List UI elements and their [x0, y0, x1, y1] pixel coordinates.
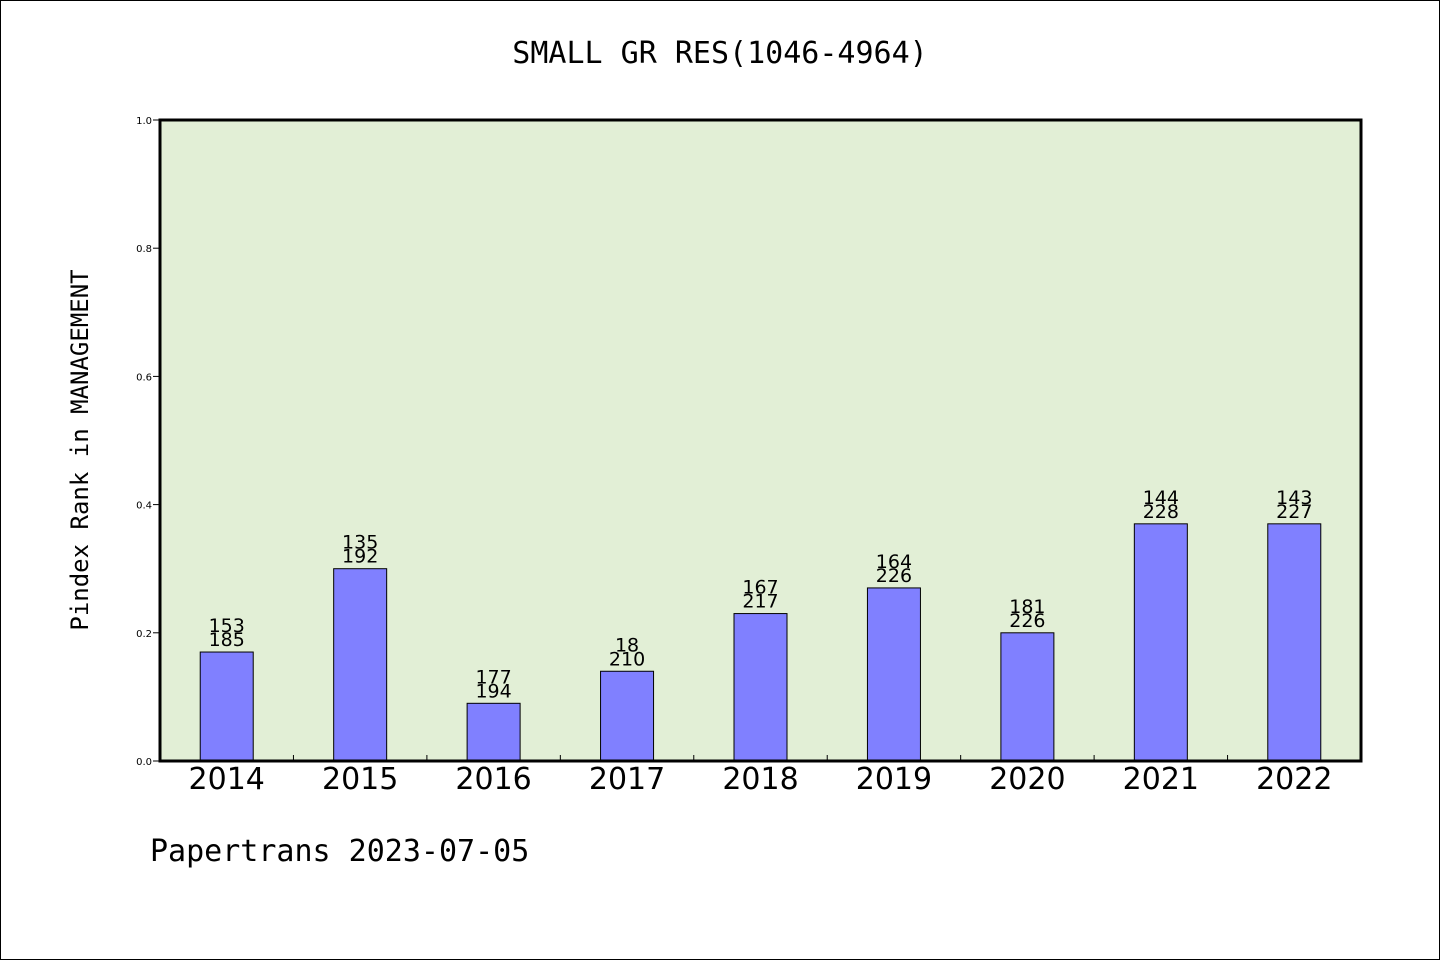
bar-label-bottom: 226: [876, 565, 912, 587]
y-tick-label: 0.4: [136, 501, 152, 512]
bar-label-top: 153: [209, 615, 245, 637]
bar: [333, 568, 388, 762]
x-tick-label: 2015: [322, 762, 398, 797]
bar-label-top: 144: [1143, 487, 1179, 509]
x-tick-label: 2014: [189, 762, 265, 797]
y-tick-label: 1.0: [136, 116, 152, 127]
bar-label-bottom: 194: [475, 680, 511, 702]
x-tick-label: 2020: [989, 762, 1065, 797]
bar: [466, 702, 521, 762]
bar: [199, 651, 254, 762]
bar: [733, 613, 788, 762]
x-tick-label: 2021: [1123, 762, 1199, 797]
bar-label-bottom: 185: [209, 629, 245, 651]
y-tick-label: 0.8: [136, 244, 152, 255]
bar: [1133, 523, 1188, 762]
bar: [1267, 523, 1322, 762]
bars-group: 1531851351921771941821016721716422618122…: [199, 487, 1322, 762]
bar-label-top: 167: [742, 577, 778, 599]
plot-border: [158, 118, 1363, 763]
y-tick-label: 0.0: [136, 757, 152, 768]
bar-label-top: 177: [475, 666, 511, 688]
bar-label-bottom: 217: [742, 591, 778, 613]
bar-label-top: 18: [615, 634, 639, 656]
bar-label-bottom: 192: [342, 546, 378, 568]
y-tick-label: 0.6: [136, 372, 152, 383]
ticks-group: 2014 2015 2016 2017 2018 2019 2020 2021 2022 0.0 0…: [136, 116, 1332, 797]
chart-title: SMALL GR RES(1046-4964): [512, 36, 928, 71]
bar-label-top: 181: [1009, 596, 1045, 618]
bar-label-top: 135: [342, 532, 378, 554]
bar: [600, 670, 655, 762]
bar-label-bottom: 228: [1143, 501, 1179, 523]
y-tick-label: 0.2: [136, 629, 152, 640]
footer-text: Papertrans 2023-07-05: [150, 834, 530, 869]
x-tick-label: 2019: [856, 762, 932, 797]
bar-label-bottom: 227: [1276, 501, 1312, 523]
bar-label-top: 143: [1276, 487, 1312, 509]
x-tick-label: 2017: [589, 762, 665, 797]
bar-label-top: 164: [876, 551, 912, 573]
bar-label-bottom: 210: [609, 648, 645, 670]
x-tick-label: 2016: [455, 762, 531, 797]
x-tick-label: 2018: [722, 762, 798, 797]
bar-label-bottom: 226: [1009, 610, 1045, 632]
x-tick-label: 2022: [1256, 762, 1332, 797]
bar: [1000, 632, 1055, 762]
bar: [866, 587, 921, 762]
